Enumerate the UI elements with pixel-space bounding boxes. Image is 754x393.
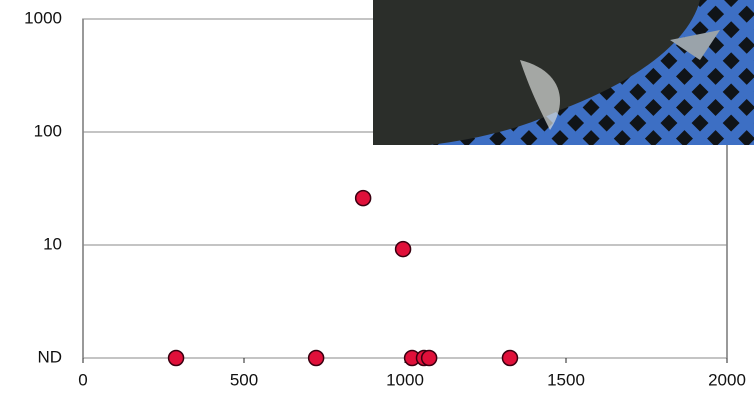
x-tick-label: 1500	[547, 370, 585, 389]
photo	[373, 0, 754, 145]
point	[307, 349, 325, 367]
y-tick-label: 1000	[24, 8, 62, 27]
x-tick-label: 500	[230, 370, 258, 389]
point	[354, 189, 372, 207]
y-tick-label: 10	[43, 234, 62, 253]
point	[501, 349, 519, 367]
x-tick-label: 2000	[708, 370, 746, 389]
point	[420, 349, 438, 367]
y-tick-label: ND	[37, 347, 62, 366]
x-tick-label: 0	[78, 370, 87, 389]
x-tick-label: 1000	[386, 370, 424, 389]
point	[394, 240, 412, 258]
y-tick-label: 100	[34, 121, 62, 140]
point	[167, 349, 185, 367]
